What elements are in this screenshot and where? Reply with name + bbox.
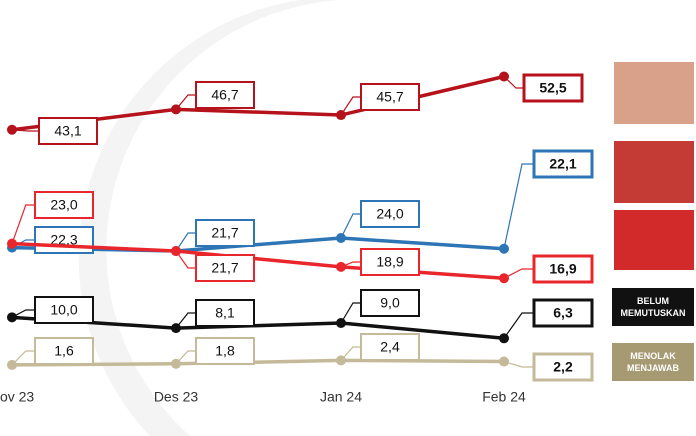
data-label: 6,3 — [553, 305, 573, 321]
data-point — [171, 246, 181, 257]
data-point — [171, 104, 181, 115]
candidate-photo — [614, 141, 694, 203]
label-box — [34, 296, 94, 324]
x-tick-label: Nov 23 — [0, 389, 34, 405]
label-box — [34, 191, 94, 219]
leader-line — [503, 360, 534, 368]
label-box — [532, 298, 594, 328]
legend-entry: BELUM MEMUTUSKAN — [612, 288, 694, 326]
leader-line — [340, 213, 361, 239]
data-label: 46,7 — [211, 87, 238, 103]
label-box — [195, 81, 255, 109]
label-box — [532, 352, 594, 382]
data-point — [7, 359, 17, 370]
data-point — [336, 233, 346, 243]
data-point — [171, 358, 181, 369]
leader-line — [11, 350, 35, 366]
label-box — [195, 337, 255, 365]
data-label: 24,0 — [376, 206, 403, 222]
data-point — [7, 238, 17, 249]
data-point — [499, 273, 509, 284]
watermark — [78, 0, 341, 436]
data-label: 10,0 — [50, 302, 77, 318]
leader-line — [340, 346, 361, 361]
leader-line — [175, 350, 196, 365]
leader-line — [11, 129, 39, 132]
data-point — [7, 312, 17, 323]
data-label: 23,0 — [50, 197, 77, 213]
label-box — [34, 226, 94, 254]
data-label: 22,3 — [50, 232, 77, 248]
label-box — [522, 73, 584, 103]
data-label: 43,1 — [54, 123, 81, 139]
label-box — [360, 289, 420, 317]
label-box — [195, 254, 255, 282]
label-box — [38, 117, 98, 145]
data-label: 8,1 — [215, 305, 235, 321]
data-point — [499, 243, 509, 254]
data-label: 18,9 — [376, 254, 403, 270]
x-tick-label: Feb 24 — [482, 389, 526, 405]
data-label: 21,7 — [211, 225, 238, 241]
data-label: 45,7 — [376, 89, 403, 105]
data-point — [499, 356, 509, 367]
leader-line — [503, 312, 534, 339]
label-box — [34, 337, 94, 365]
label-box — [360, 83, 420, 111]
data-label: 9,0 — [380, 295, 400, 311]
data-point — [499, 71, 509, 82]
leader-line — [503, 268, 534, 279]
leader-line — [503, 163, 534, 249]
label-box — [195, 299, 255, 327]
data-point — [7, 124, 17, 135]
data-label: 52,5 — [539, 80, 566, 96]
candidate-photo — [614, 62, 694, 124]
leader-line — [340, 96, 361, 116]
label-box — [532, 149, 594, 179]
leader-line — [175, 232, 196, 252]
leader-line — [11, 204, 35, 244]
data-point — [171, 323, 181, 334]
data-label: 21,7 — [211, 260, 238, 276]
leader-line — [175, 312, 196, 329]
data-label: 22,1 — [549, 156, 576, 172]
x-tick-label: Jan 24 — [320, 389, 362, 405]
series-line — [11, 241, 505, 280]
data-point — [336, 355, 346, 366]
data-point — [336, 261, 346, 272]
leader-line — [11, 309, 35, 318]
data-label: 1,6 — [54, 343, 74, 359]
data-label: 1,8 — [215, 343, 235, 359]
leader-line — [175, 250, 196, 269]
label-box — [360, 248, 420, 276]
x-tick-label: Des 23 — [154, 389, 199, 405]
data-label: 2,2 — [553, 359, 573, 375]
data-point — [499, 333, 509, 344]
leader-line — [503, 76, 524, 89]
data-label: 2,4 — [380, 339, 400, 355]
data-label: 16,9 — [549, 261, 576, 277]
label-box — [195, 219, 255, 247]
legend-entry: MENOLAK MENJAWAB — [612, 343, 694, 381]
data-point — [336, 318, 346, 328]
data-point — [336, 110, 346, 121]
leader-line — [340, 302, 361, 324]
label-box — [360, 200, 420, 228]
leader-line — [175, 94, 196, 110]
label-box — [532, 254, 594, 284]
candidate-photo — [614, 210, 694, 270]
label-box — [360, 333, 420, 361]
